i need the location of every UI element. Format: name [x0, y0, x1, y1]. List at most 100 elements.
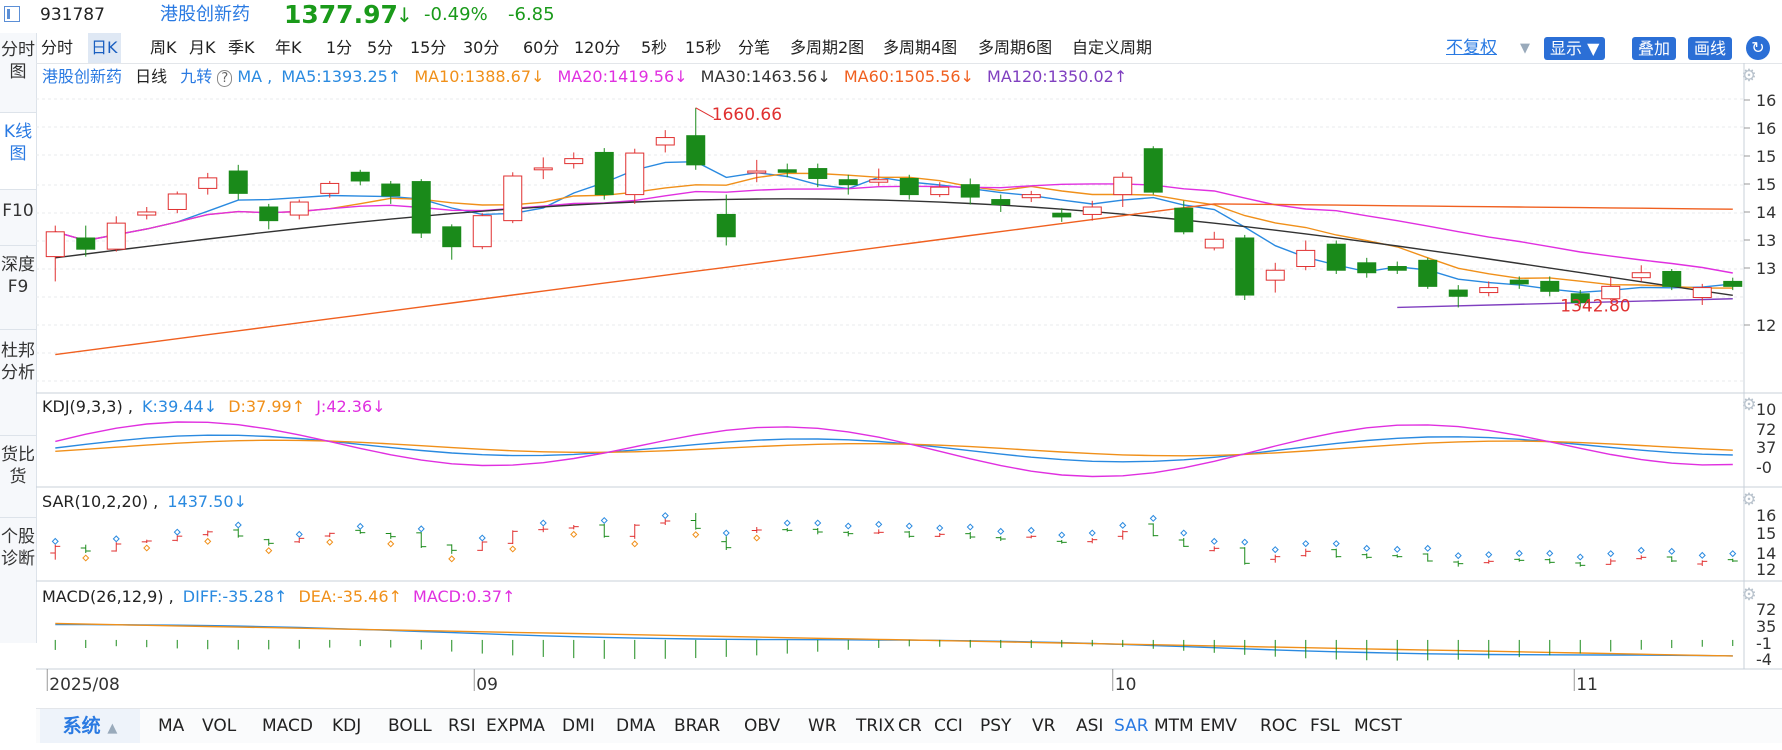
sar-dot: [1393, 545, 1401, 553]
nav-intraday[interactable]: 分时图: [0, 33, 36, 113]
nav-f10[interactable]: F10: [0, 190, 36, 246]
display-button[interactable]: 显示 ▼: [1544, 37, 1606, 60]
tab-5[interactable]: 年K: [275, 38, 302, 57]
tab-14[interactable]: 分笔: [738, 38, 771, 57]
indicator-boll[interactable]: BOLL: [388, 716, 432, 736]
tab-4[interactable]: 季K: [228, 38, 255, 57]
system-button[interactable]: 系统 ▲: [40, 709, 140, 743]
indicator-cr[interactable]: CR: [898, 716, 922, 736]
sar-gear-icon[interactable]: ⚙: [1741, 490, 1757, 510]
price-tick-label: 15: [1756, 147, 1776, 166]
indicator-trix[interactable]: TRIX: [856, 716, 895, 736]
tab-9[interactable]: 30分: [463, 38, 500, 57]
indicator-asi[interactable]: ASI: [1076, 716, 1104, 736]
nav-compare[interactable]: 货比货: [0, 436, 36, 518]
indicator-mtm[interactable]: MTM: [1154, 716, 1194, 736]
indicator-kdj[interactable]: KDJ: [332, 716, 362, 736]
main-gear-icon[interactable]: ⚙: [1741, 66, 1757, 86]
tab-12[interactable]: 5秒: [641, 38, 668, 57]
refresh-icon[interactable]: ↻: [1746, 36, 1770, 60]
tab-8[interactable]: 15分: [410, 38, 447, 57]
macd-gear-icon[interactable]: ⚙: [1741, 585, 1757, 605]
tab-18[interactable]: 自定义周期: [1072, 38, 1153, 57]
price-tick-label: 16: [1756, 119, 1776, 138]
ma20-line: [55, 183, 1733, 274]
legend-ma5: MA5:1393.25↑: [281, 67, 402, 86]
candle-body: [930, 186, 950, 196]
candle-body: [1448, 289, 1468, 297]
tab-17[interactable]: 多周期6图: [978, 38, 1053, 57]
indicator-mcst[interactable]: MCST: [1354, 716, 1402, 736]
indicator-dmi[interactable]: DMI: [562, 716, 595, 736]
candle-body: [1570, 293, 1590, 303]
indicator-ma[interactable]: MA: [158, 716, 185, 736]
tab-3[interactable]: 月K: [189, 38, 216, 57]
indicator-rsi[interactable]: RSI: [448, 716, 476, 736]
nav-kline[interactable]: K线图: [0, 113, 36, 190]
nav-depth-f9[interactable]: 深度F9: [0, 246, 36, 330]
candle-body: [747, 170, 767, 174]
indicator-sar[interactable]: SAR: [1114, 716, 1149, 736]
indicator-expma[interactable]: EXPMA: [486, 716, 545, 736]
candle-body: [655, 137, 675, 146]
help-icon[interactable]: ?: [217, 70, 233, 87]
kdj-gear-icon[interactable]: ⚙: [1741, 395, 1757, 415]
price-tick-label: 16: [1756, 91, 1776, 110]
tab-16[interactable]: 多周期4图: [883, 38, 958, 57]
kdj-j: J:42.36↓: [316, 397, 386, 416]
sar-dot: [326, 538, 334, 546]
tab-2[interactable]: 周K: [150, 38, 177, 57]
legend-ma10: MA10:1388.67↓: [414, 67, 545, 86]
sar-dot: [1729, 550, 1737, 558]
indicator-vr[interactable]: VR: [1032, 716, 1056, 736]
tab-11[interactable]: 120分: [574, 38, 621, 57]
overlay-button[interactable]: 叠加: [1632, 37, 1677, 60]
indicator-brar[interactable]: BRAR: [674, 716, 721, 736]
indicator-vol[interactable]: VOL: [202, 716, 237, 736]
tab-15[interactable]: 多周期2图: [790, 38, 865, 57]
candle-body: [259, 206, 279, 222]
indicator-psy[interactable]: PSY: [980, 716, 1012, 736]
tab-6[interactable]: 1分: [326, 38, 353, 57]
sar-dot: [1698, 551, 1706, 559]
indicator-emv[interactable]: EMV: [1200, 716, 1238, 736]
fuquan-dropdown[interactable]: 不复权: [1446, 38, 1497, 58]
stock-code: 931787: [40, 5, 105, 25]
sar-dot: [631, 540, 639, 548]
candle-body: [1204, 238, 1224, 249]
sar-dot: [692, 531, 700, 539]
draw-button[interactable]: 画线: [1688, 37, 1733, 60]
candle-body: [106, 222, 126, 250]
indicator-wr[interactable]: WR: [808, 716, 837, 736]
kline-chart[interactable]: 1660.661342.801616151514131312107237-016…: [36, 63, 1782, 708]
ma120-line: [1397, 298, 1733, 309]
kdj-d: D:37.99↑: [228, 397, 306, 416]
indicator-fsl[interactable]: FSL: [1310, 716, 1340, 736]
indicator-cci[interactable]: CCI: [934, 716, 963, 736]
kdj-d-line: [55, 439, 1733, 457]
tab-10[interactable]: 60分: [523, 38, 560, 57]
sar-dot: [1027, 526, 1035, 534]
tab-1[interactable]: 日K: [88, 33, 121, 63]
indicator-roc[interactable]: ROC: [1260, 716, 1298, 736]
candle-body: [1174, 207, 1194, 233]
sar-dot: [905, 522, 913, 530]
sar-dot: [1088, 529, 1096, 537]
sar-dot: [51, 537, 59, 545]
tab-13[interactable]: 15秒: [685, 38, 722, 57]
jiuzhuan-link[interactable]: 九转: [180, 67, 213, 86]
indicator-dma[interactable]: DMA: [616, 716, 656, 736]
tab-7[interactable]: 5分: [367, 38, 394, 57]
indicator-obv[interactable]: OBV: [744, 716, 781, 736]
stock-name[interactable]: 港股创新药: [160, 4, 250, 25]
candle-body: [1082, 206, 1102, 215]
nav-diagnosis[interactable]: 个股诊断: [0, 518, 36, 643]
chevron-down-icon[interactable]: ▼: [1520, 41, 1530, 56]
tab-0[interactable]: 分时: [41, 38, 74, 57]
down-arrow-icon: ↓: [396, 3, 413, 27]
window-icon[interactable]: [4, 6, 20, 22]
nav-dupont[interactable]: 杜邦分析: [0, 330, 36, 436]
candle-body: [1387, 266, 1407, 271]
indicator-macd[interactable]: MACD: [262, 716, 313, 736]
candle-body: [1509, 279, 1529, 285]
